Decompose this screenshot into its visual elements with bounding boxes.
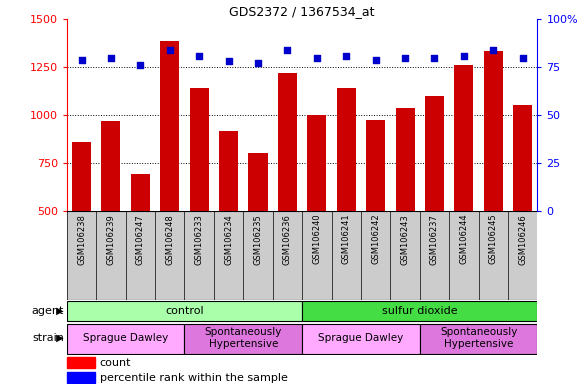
Bar [366,120,385,211]
Text: ▶: ▶ [53,306,63,316]
Text: GSM106246: GSM106246 [518,214,527,265]
Text: Sprague Dawley: Sprague Dawley [318,333,404,343]
Text: ▶: ▶ [53,333,63,343]
Text: Sprague Dawley: Sprague Dawley [83,333,168,343]
Bar [513,104,532,211]
Bar [189,88,209,211]
Text: GSM106239: GSM106239 [106,214,116,265]
Text: GSM106247: GSM106247 [136,214,145,265]
Point [342,53,351,59]
Bar [425,96,444,211]
Text: agent: agent [31,306,64,316]
FancyBboxPatch shape [67,324,185,354]
Point [253,60,263,66]
Text: Spontaneously
Hypertensive: Spontaneously Hypertensive [440,328,517,349]
Bar [454,65,474,211]
Text: control: control [165,306,204,316]
Point [224,58,233,65]
Text: GSM106241: GSM106241 [342,214,351,265]
Text: GSM106245: GSM106245 [489,214,498,265]
Bar [101,121,120,211]
Bar [219,131,238,211]
Point [430,55,439,61]
Bar [131,174,150,211]
Point [459,53,468,59]
FancyBboxPatch shape [302,301,537,321]
Text: Spontaneously
Hypertensive: Spontaneously Hypertensive [205,328,282,349]
Text: GSM106244: GSM106244 [460,214,468,265]
Bar [396,108,415,211]
Point [283,47,292,53]
Bar [484,51,503,211]
Text: GSM106238: GSM106238 [77,214,86,265]
Point [195,53,204,59]
Bar [336,88,356,211]
Point [400,55,410,61]
Text: count: count [99,358,131,368]
Point [165,47,174,53]
Text: GSM106234: GSM106234 [224,214,233,265]
Point [489,47,498,53]
Text: percentile rank within the sample: percentile rank within the sample [99,372,288,383]
Point [518,55,528,61]
Bar [67,357,95,368]
Bar [249,153,268,211]
Bar [278,73,297,211]
Title: GDS2372 / 1367534_at: GDS2372 / 1367534_at [229,5,375,18]
FancyBboxPatch shape [420,324,537,354]
Text: GSM106240: GSM106240 [313,214,321,265]
Point [106,55,116,61]
Bar [307,115,327,211]
Text: GSM106237: GSM106237 [430,214,439,265]
Text: sulfur dioxide: sulfur dioxide [382,306,458,316]
FancyBboxPatch shape [302,324,420,354]
Point [371,56,381,63]
Text: GSM106243: GSM106243 [400,214,410,265]
Text: GSM106242: GSM106242 [371,214,380,265]
Bar [72,142,91,211]
Bar [160,41,180,211]
Point [77,56,86,63]
Text: GSM106248: GSM106248 [165,214,174,265]
Text: strain: strain [32,333,64,343]
Text: GSM106235: GSM106235 [253,214,263,265]
Bar [67,372,95,382]
Point [312,55,321,61]
Text: GSM106236: GSM106236 [283,214,292,265]
FancyBboxPatch shape [67,301,302,321]
FancyBboxPatch shape [185,324,302,354]
Text: GSM106233: GSM106233 [195,214,204,265]
Point [136,62,145,68]
